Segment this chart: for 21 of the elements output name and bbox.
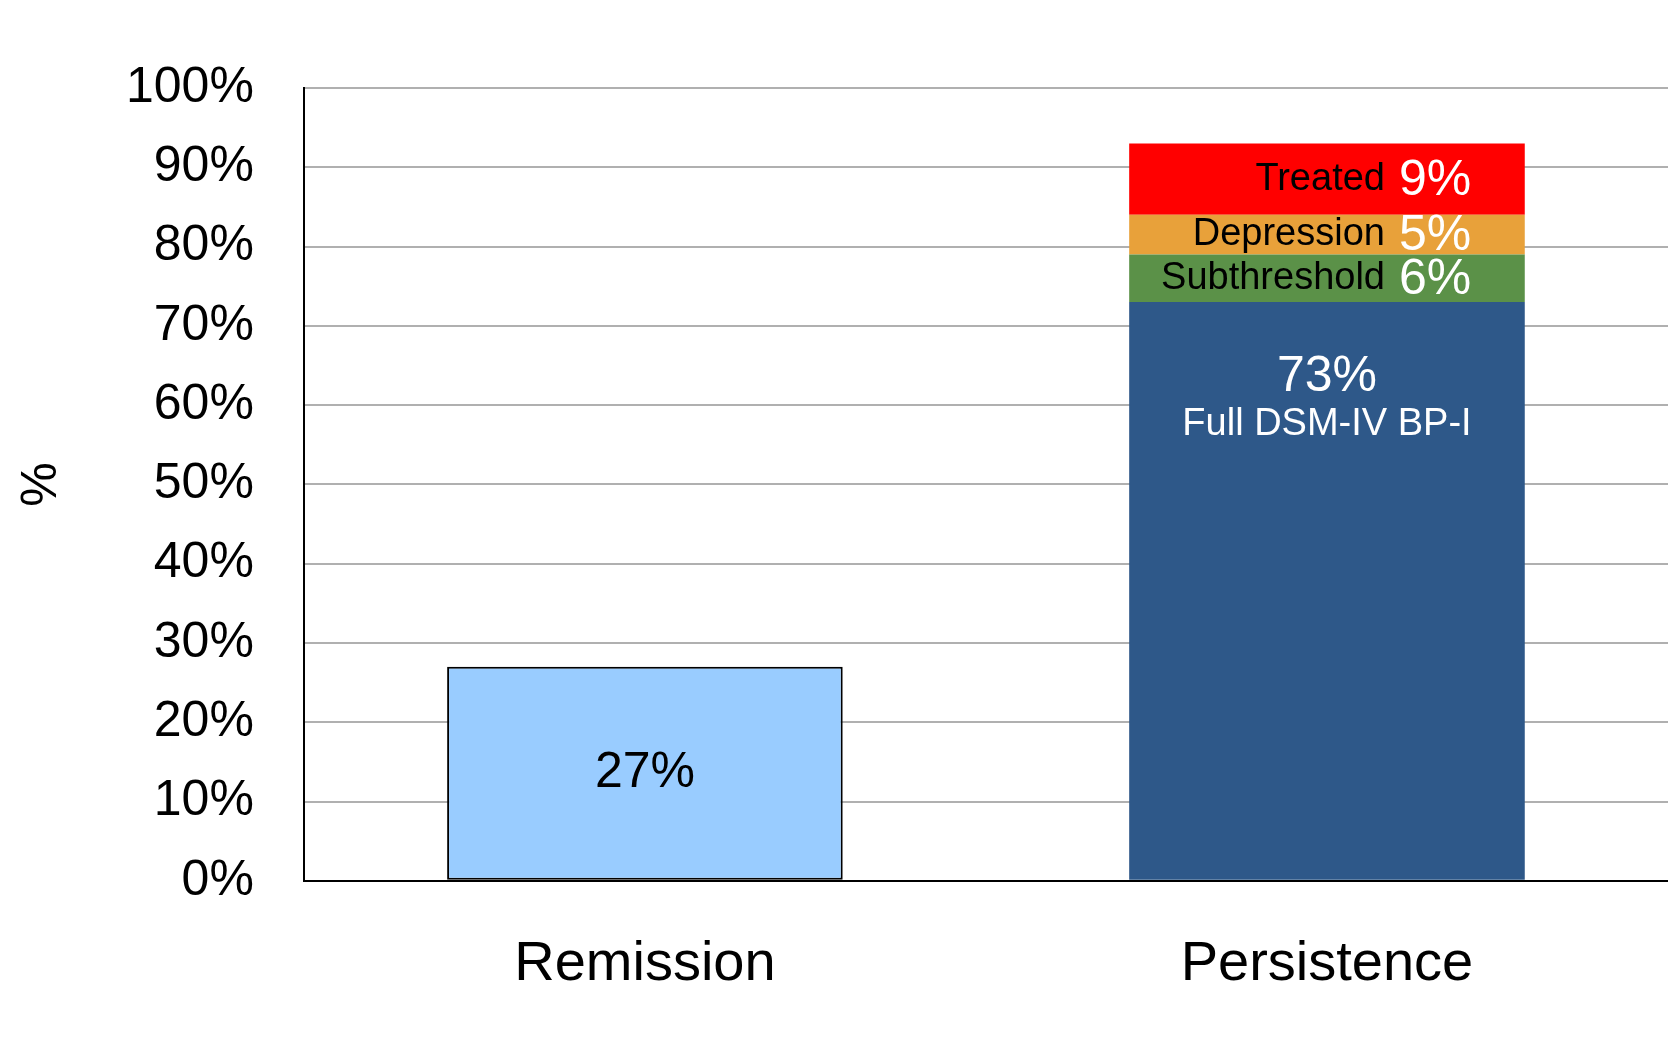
y-tick-label: 80% <box>153 215 254 272</box>
y-tick-label: 60% <box>153 373 254 430</box>
y-tick-label: 90% <box>153 136 254 193</box>
y-axis-title: % <box>10 462 67 507</box>
data-label: 27% <box>594 742 695 799</box>
series-label: Treated <box>1255 155 1385 198</box>
data-label: 73% <box>1276 345 1378 402</box>
y-tick-label: 100% <box>125 56 254 113</box>
y-tick-label: 40% <box>153 532 254 589</box>
y-tick-label: 10% <box>153 770 254 827</box>
x-tick-label: Remission <box>514 928 776 992</box>
y-tick-label: 30% <box>153 611 254 668</box>
series-label: Full DSM-IV BP-I <box>1182 400 1472 443</box>
y-tick-label: 20% <box>153 691 254 748</box>
series-label: Depression <box>1192 211 1385 254</box>
y-tick-label: 0% <box>181 849 254 906</box>
series-label: Subthreshold <box>1161 254 1385 297</box>
y-tick-label: 70% <box>153 294 254 351</box>
y-tick-label: 50% <box>153 453 254 510</box>
data-label: 9% <box>1398 149 1472 206</box>
x-tick-label: Persistence <box>1180 928 1474 992</box>
